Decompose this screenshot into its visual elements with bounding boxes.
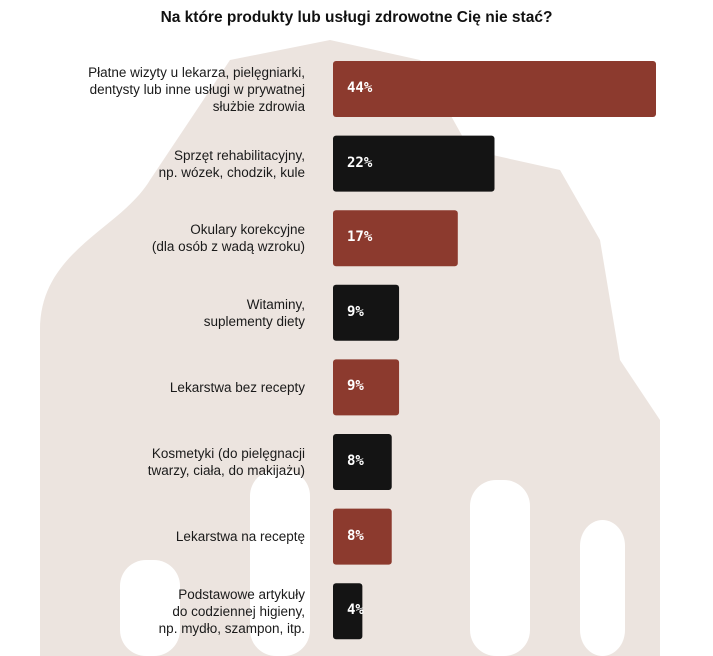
chart-title: Na które produkty lub usługi zdrowotne C… [160,9,553,26]
background-window-4 [580,520,625,656]
category-label: Okulary korekcyjne (dla osób z wadą wzro… [151,222,305,255]
bar [333,284,400,341]
bar [333,583,363,640]
background-window-1 [120,560,180,656]
bar [333,61,656,117]
bar-value-label: 9% [347,303,364,320]
bar [333,359,400,416]
bar [333,508,392,565]
bar-value-label: 8% [347,527,364,544]
bar [333,135,495,192]
category-label: Witaminy, suplementy diety [203,296,305,329]
bar-value-label: 4% [347,602,364,619]
category-label: Kosmetyki (do pielęgnacji twarzy, ciała,… [147,446,305,478]
bar-value-label: 9% [347,378,364,395]
bar-value-label: 17% [347,229,373,246]
bar-value-label: 44% [347,80,373,96]
category-label: Lekarstwa bez recepty [169,379,305,395]
category-label: Płatne wizyty u lekarza, pielęgniarki, d… [88,64,305,114]
background-window-2 [250,470,310,656]
category-label: Lekarstwa na receptę [175,529,305,545]
bar-value-label: 8% [347,453,364,469]
bar [333,434,392,490]
category-label: Sprzęt rehabilitacyjny, np. wózek, chodz… [158,147,305,180]
bar [333,210,458,267]
category-label: Podstawowe artykuły do codziennej higien… [158,586,305,636]
background-window-3 [470,480,530,656]
bar-value-label: 22% [347,154,373,171]
